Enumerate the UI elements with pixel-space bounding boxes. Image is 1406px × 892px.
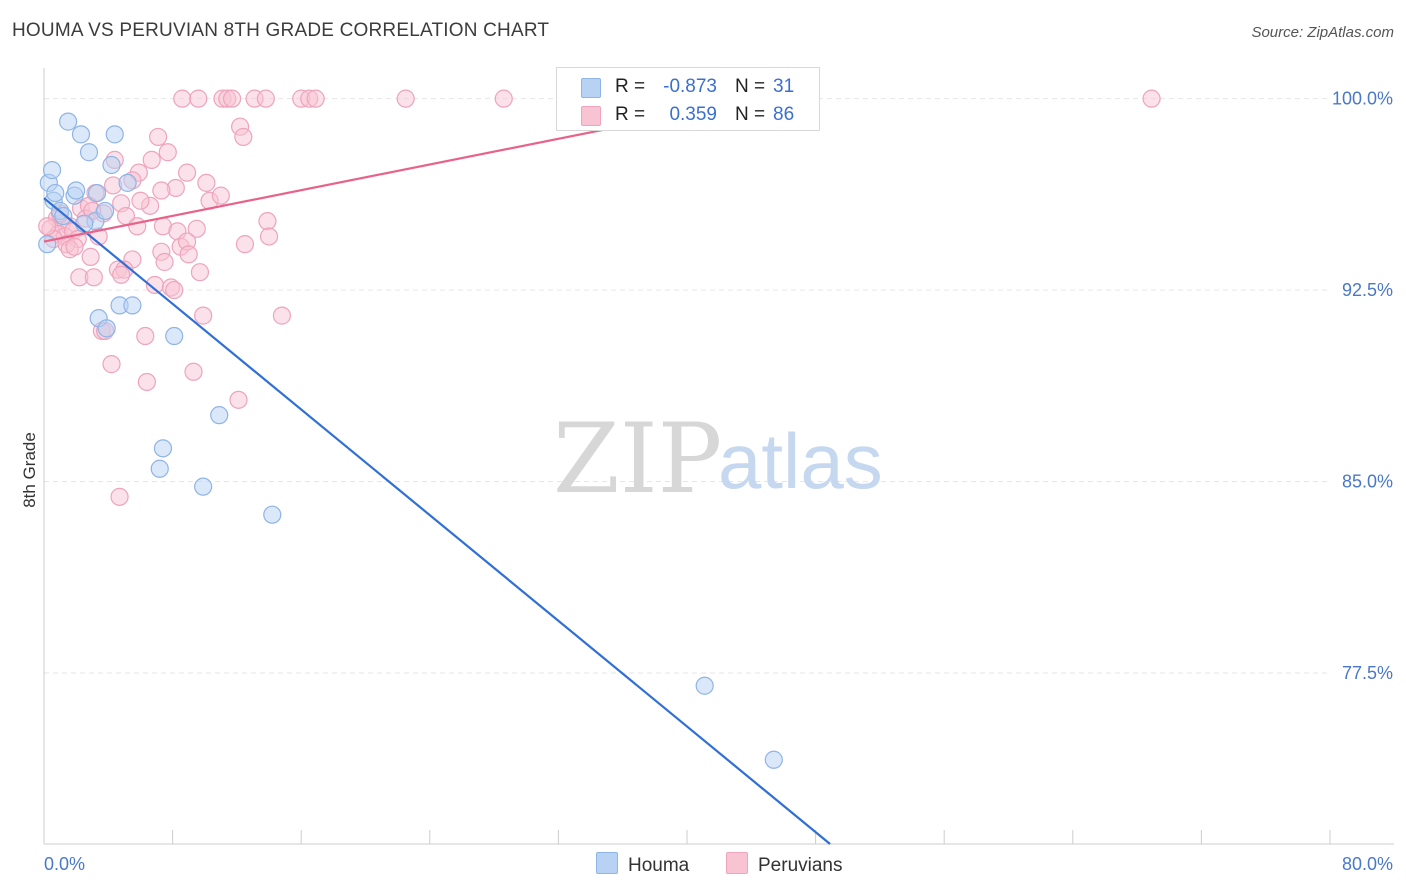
houma-point-18 [123, 296, 142, 315]
houma-point-12 [95, 201, 115, 221]
peruvians-point-51 [235, 235, 255, 254]
houma-trendline [43, 197, 831, 845]
source-credit: Source: ZipAtlas.com [1251, 24, 1394, 41]
houma-point-21 [165, 326, 184, 346]
peruvians-point-14 [234, 127, 253, 147]
houma-point-17 [118, 173, 137, 192]
peruvians-point-25 [152, 181, 171, 200]
peruvians-point-4 [222, 89, 242, 108]
peruvians-point-76 [229, 390, 248, 409]
peruvians-point-38 [128, 217, 147, 236]
houma-swatch [581, 78, 601, 98]
peruvians-n-label: N = [735, 104, 766, 125]
peruvians-point-22 [197, 173, 216, 192]
peruvians-point-67 [165, 280, 184, 300]
peruvians-point-6 [256, 89, 275, 108]
peruvians-point-81 [38, 217, 57, 236]
peruvians-point-73 [102, 355, 121, 374]
peruvians-point-69 [272, 306, 292, 325]
houma-point-25 [695, 676, 714, 695]
peruvians-point-20 [177, 163, 197, 182]
peruvians-point-85 [211, 186, 230, 205]
peruvians-point-77 [110, 487, 129, 506]
gridlines [44, 98, 1330, 674]
peruvians-point-9 [306, 89, 325, 108]
chart-title: HOUMA VS PERUVIAN 8TH GRADE CORRELATION … [12, 20, 550, 41]
houma-point-1 [42, 161, 62, 180]
axes [43, 68, 1394, 845]
peruvians-legend-swatch [726, 852, 748, 874]
legend-item-peruvians[interactable]: Peruvians [726, 852, 843, 877]
peruvians-point-18 [142, 150, 161, 169]
houma-point-19 [150, 459, 169, 478]
houma-legend-swatch [596, 852, 618, 874]
watermark: ZIP atlas [553, 403, 883, 515]
peruvians-point-68 [194, 306, 213, 325]
houma-r-label: R = [615, 76, 646, 97]
stats-row-peruvians: R = 0.359 N = 86 [557, 102, 819, 130]
houma-point-14 [102, 155, 121, 175]
peruvians-r-label: R = [615, 104, 646, 125]
peruvians-point-34 [258, 212, 277, 231]
houma-point-23 [210, 406, 229, 425]
houma-point-13 [97, 319, 116, 338]
peruvians-legend-label: Peruvians [758, 855, 843, 876]
peruvians-point-12 [1142, 89, 1161, 108]
stats-row-houma: R = -0.873 N = 31 [557, 74, 819, 102]
houma-point-10 [87, 183, 107, 203]
x-tick-label-min: 0.0% [44, 854, 85, 874]
houma-point-6 [67, 181, 86, 200]
y-axis-label: 8th Grade [20, 432, 39, 508]
peruvians-point-72 [136, 326, 155, 346]
peruvians-point-61 [190, 263, 210, 282]
houma-point-15 [105, 125, 124, 144]
peruvians-point-1 [189, 89, 208, 108]
peruvians-point-0 [173, 89, 192, 108]
houma-r-value: -0.873 [663, 76, 717, 97]
peruvians-point-64 [112, 265, 131, 284]
houma-points [38, 112, 783, 769]
peruvians-point-41 [187, 219, 206, 238]
houma-point-7 [71, 125, 91, 144]
houma-point-27 [38, 235, 57, 254]
peruvians-n-value: 86 [773, 104, 795, 125]
peruvians-point-82 [65, 237, 84, 256]
watermark-zip: ZIP [553, 403, 722, 515]
peruvians-point-83 [131, 191, 150, 210]
houma-point-30 [75, 214, 94, 233]
houma-n-label: N = [735, 76, 766, 97]
houma-point-20 [153, 439, 173, 458]
y-tick-label-2: 85.0% [1342, 472, 1393, 492]
y-tick-label-0: 100.0% [1332, 89, 1393, 109]
y-tick-label-1: 92.5% [1342, 280, 1393, 300]
legend-item-houma[interactable]: Houma [596, 852, 689, 877]
peruvians-point-48 [259, 227, 279, 246]
peruvians-r-value: 0.359 [669, 104, 717, 125]
x-tick-label-max: 80.0% [1342, 854, 1393, 874]
watermark-atlas: atlas [718, 417, 883, 505]
houma-point-4 [59, 112, 78, 131]
houma-n-value: 31 [773, 76, 795, 97]
peruvians-point-56 [81, 247, 100, 266]
houma-point-22 [194, 477, 213, 496]
peruvians-point-75 [137, 372, 156, 392]
houma-legend-label: Houma [628, 855, 690, 876]
houma-point-24 [263, 505, 282, 524]
peruvians-point-16 [158, 143, 177, 162]
houma-point-26 [764, 750, 783, 769]
peruvians-point-58 [155, 252, 174, 272]
peruvians-point-74 [184, 362, 203, 381]
stats-box: R = -0.873 N = 31 R = 0.359 N = 86 [556, 67, 820, 131]
peruvians-point-15 [149, 127, 168, 147]
peruvians-swatch [581, 106, 601, 126]
peruvians-point-10 [396, 89, 415, 108]
y-tick-labels: 100.0% 92.5% 85.0% 77.5% [1332, 89, 1393, 683]
peruvians-point-11 [494, 89, 513, 108]
houma-point-8 [79, 143, 99, 162]
houma-point-28 [46, 183, 65, 203]
peruvians-point-63 [84, 268, 103, 287]
y-tick-label-3: 77.5% [1342, 663, 1393, 683]
peruvians-point-84 [179, 245, 198, 264]
